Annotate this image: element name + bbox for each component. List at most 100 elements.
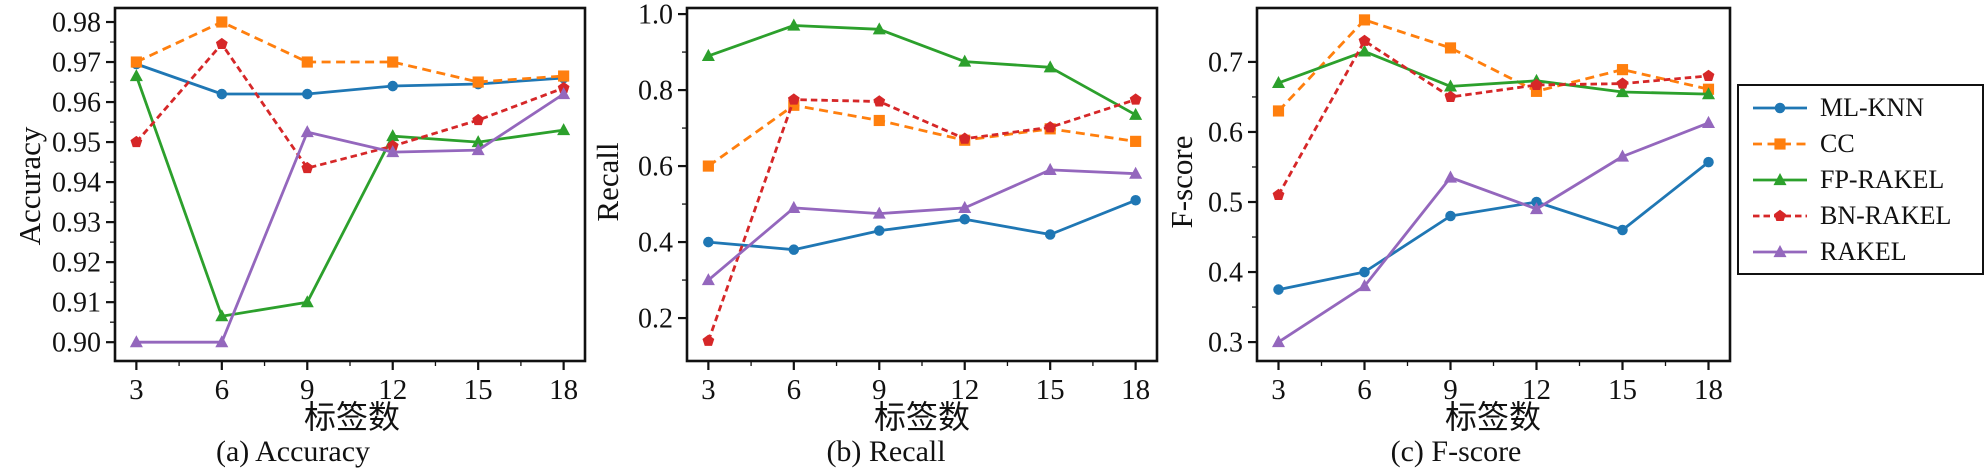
pentagon-marker	[1358, 34, 1371, 46]
x-axis-label-c: 标签数	[1444, 399, 1542, 435]
circle-marker	[1531, 196, 1542, 208]
pentagon-marker	[1044, 121, 1057, 133]
triangle-marker	[1357, 279, 1372, 292]
y-tick-label: 0.6	[638, 152, 673, 183]
y-axis-label-accuracy: Accuracy	[12, 126, 47, 246]
square-marker	[873, 114, 885, 127]
series-bn-rakel	[1272, 34, 1715, 201]
triangle-marker	[300, 295, 314, 308]
series-line-cc	[135, 20, 564, 84]
pentagon-marker	[472, 113, 485, 126]
square-marker	[1272, 105, 1285, 117]
square-marker	[1358, 14, 1371, 26]
pentagon-marker	[1702, 69, 1715, 81]
square-marker	[788, 99, 800, 111]
circle-marker	[1273, 284, 1284, 295]
x-tick-label: 15	[464, 374, 493, 406]
chart--c-f-score: 0.3 0.4 0.5 0.6 0.7 3 6 9 12 15 18	[1208, 6, 1732, 406]
square-marker	[472, 76, 484, 88]
y-tick-label: 0.95	[52, 128, 101, 159]
x-tick-label: 6	[1357, 374, 1372, 406]
x-tick-label: 6	[215, 374, 230, 406]
triangle-marker	[1043, 60, 1057, 73]
series-line-rakel	[707, 168, 1136, 282]
triangle-marker	[1443, 170, 1458, 183]
triangle-marker	[701, 273, 715, 286]
series-bn-rakel	[130, 37, 570, 174]
square-marker	[1530, 85, 1543, 97]
pentagon-marker	[301, 161, 314, 174]
circle-marker	[1130, 194, 1141, 206]
caption-b: (b) Recall	[826, 435, 946, 468]
triangle-marker	[386, 129, 400, 142]
triangle-marker	[1615, 149, 1630, 162]
y-tick-label: 0.93	[52, 208, 101, 239]
pentagon-marker	[1530, 78, 1543, 91]
triangle-marker	[872, 206, 886, 219]
pentagon-marker	[1129, 93, 1142, 105]
y-tick-label: 0.5	[1208, 188, 1243, 219]
triangle-marker	[958, 200, 972, 213]
triangle-marker	[1129, 107, 1143, 120]
chart--a-accuracy: 0.90 0.91 0.92 0.93 0.94 0.95 0.96 0.97 0.98 3 6 9 1…	[52, 6, 587, 406]
circle-marker	[959, 213, 970, 225]
y-tick-label: 0.94	[52, 168, 101, 199]
x-tick-label: 9	[300, 374, 315, 406]
series-ml-knn	[1273, 156, 1714, 295]
legend-item-cc: CC	[1751, 127, 1976, 160]
circle-marker	[387, 80, 398, 92]
triangle-marker	[1271, 335, 1286, 348]
series-line-bn-rakel	[707, 98, 1137, 342]
series-line-cc	[707, 103, 1136, 168]
y-tick-label: 0.96	[52, 88, 101, 119]
y-tick-label: 0.90	[52, 328, 101, 359]
triangle-marker	[129, 69, 143, 82]
series-bn-rakel	[702, 93, 1142, 346]
y-tick-label: 0.92	[52, 248, 101, 279]
pentagon-marker	[702, 334, 715, 346]
circle-marker	[1617, 224, 1628, 236]
triangle-marker	[787, 200, 801, 213]
triangle-marker	[557, 87, 571, 100]
x-tick-label: 12	[950, 374, 979, 406]
triangle-marker	[1773, 244, 1787, 257]
pentagon-marker	[958, 132, 971, 144]
circle-marker	[302, 88, 313, 100]
y-tick-label: 0.4	[1208, 258, 1243, 289]
triangle-marker	[1529, 202, 1544, 215]
y-tick-label: 0.97	[52, 48, 101, 79]
series-line-rakel	[136, 92, 565, 344]
square-marker	[1616, 64, 1629, 76]
caption-a: (a) Accuracy	[215, 435, 371, 468]
triangle-marker	[1271, 75, 1286, 89]
triangle-marker	[300, 125, 314, 138]
legend-item-fp-rakel: FP-RAKEL	[1751, 163, 1976, 196]
plot-frame	[1255, 6, 1732, 363]
legend-sample-rakel	[1753, 244, 1807, 257]
series-cc	[130, 16, 570, 88]
series-line-fp-rakel	[1278, 50, 1709, 96]
x-tick-label: 6	[787, 374, 802, 406]
circle-marker	[1359, 266, 1370, 278]
pentagon-marker	[873, 95, 886, 107]
x-tick-label: 18	[1121, 374, 1150, 406]
y-tick-label: 0.4	[638, 228, 673, 259]
triangle-marker	[1357, 44, 1372, 57]
triangle-marker	[872, 22, 886, 35]
legend: ML-KNN CC FP-RAKEL BN-RAKEL RAKEL	[1737, 84, 1984, 275]
y-tick-label: 0.6	[1208, 117, 1243, 148]
triangle-marker	[471, 143, 485, 156]
triangle-marker	[1129, 166, 1143, 179]
circle-marker	[703, 236, 714, 248]
triangle-marker	[1701, 87, 1716, 100]
series-rakel	[129, 87, 571, 348]
circle-marker	[216, 88, 228, 100]
x-tick-label: 3	[129, 374, 144, 406]
legend-label: CC	[1820, 128, 1855, 158]
plot-frame	[685, 6, 1159, 363]
triangle-marker	[1615, 85, 1630, 98]
y-tick-label: 1.0	[638, 0, 673, 31]
legend-item-rakel: RAKEL	[1751, 235, 1976, 268]
series-line-fp-rakel	[707, 24, 1137, 117]
